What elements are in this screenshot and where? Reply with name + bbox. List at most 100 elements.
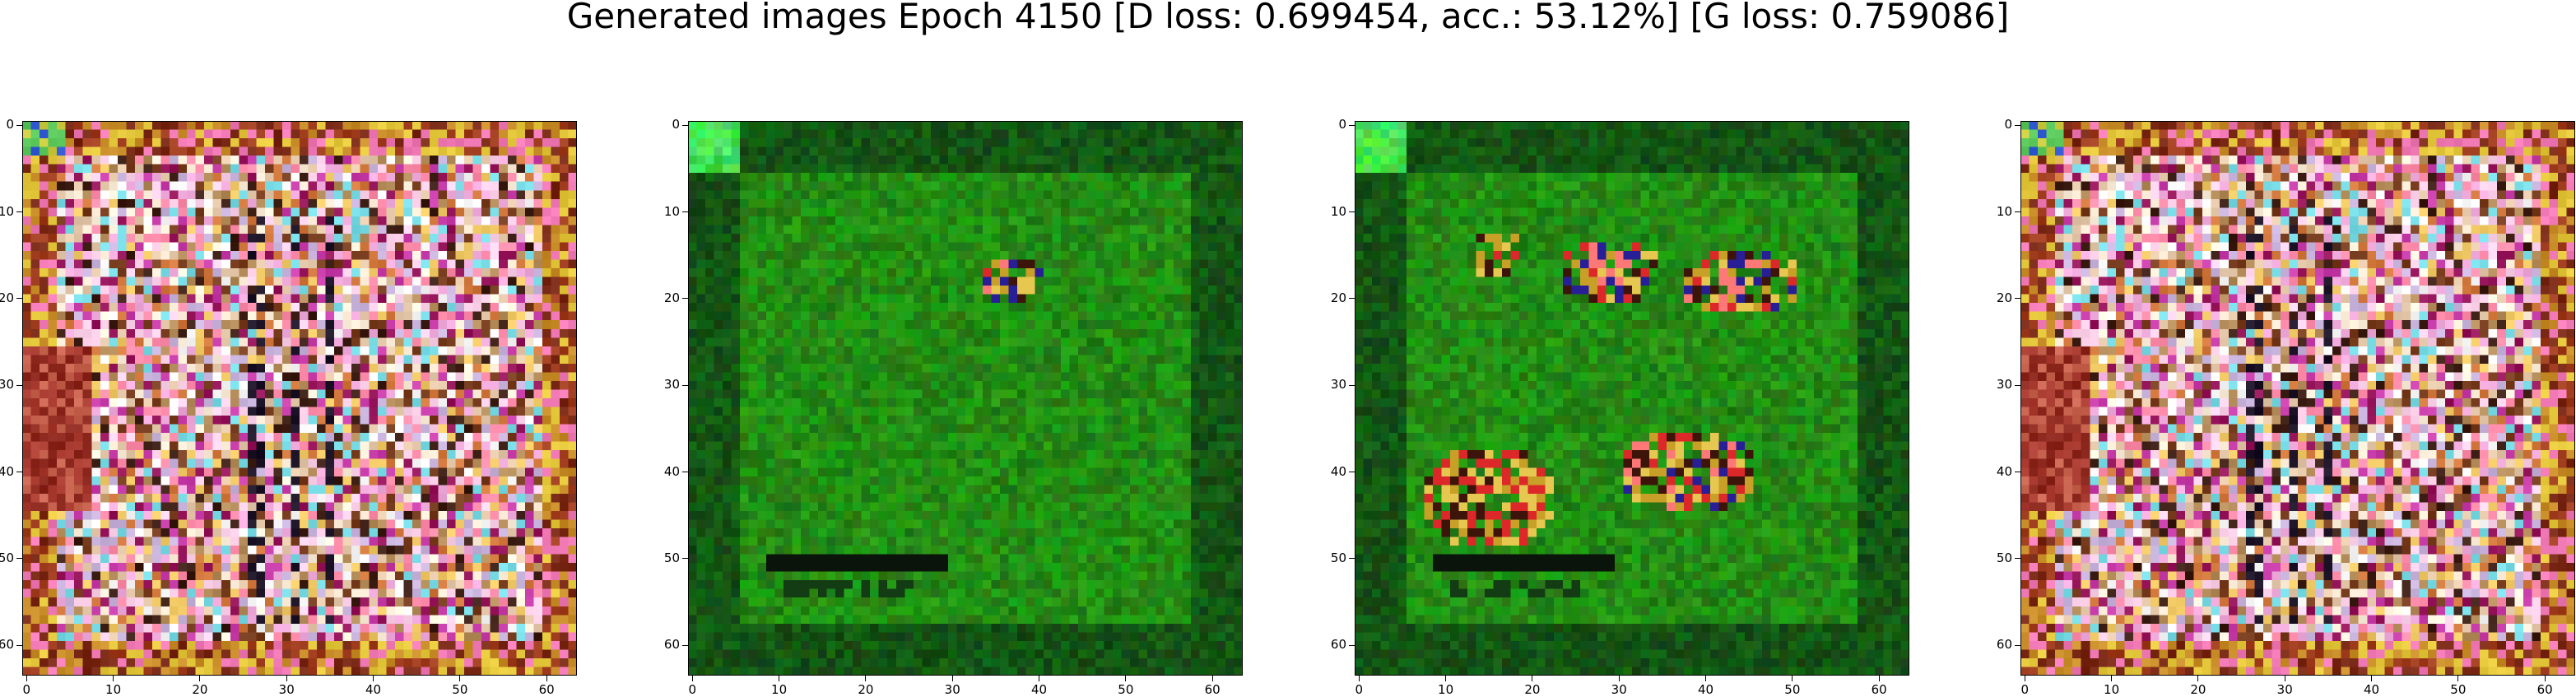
x-tick [546, 676, 547, 681]
y-tick [1349, 644, 1355, 646]
x-tick-label: 50 [2450, 682, 2467, 697]
x-tick [865, 676, 867, 681]
x-tick-label: 30 [1611, 682, 1627, 697]
x-tick-label: 60 [1871, 682, 1887, 697]
y-tick [2015, 124, 2020, 126]
x-tick-label: 40 [1030, 682, 1048, 697]
y-tick-label: 40 [1996, 463, 2012, 479]
y-tick-label: 10 [1996, 203, 2012, 219]
x-tick [691, 676, 693, 681]
x-tick [199, 676, 201, 681]
y-tick [682, 644, 688, 646]
x-tick-label: 20 [192, 682, 208, 697]
generated-image-4 [2020, 121, 2575, 676]
y-tick [2015, 384, 2020, 386]
y-tick [682, 211, 688, 213]
y-tick [1349, 211, 1355, 213]
generated-image-3 [1355, 121, 1909, 676]
x-tick-label: 40 [365, 682, 382, 697]
y-tick-label: 50 [1996, 550, 2012, 565]
x-tick [113, 676, 114, 681]
y-tick-label: 40 [1330, 463, 1346, 479]
x-tick-label: 50 [1118, 682, 1134, 697]
x-tick-label: 30 [944, 682, 960, 697]
x-tick-label: 40 [1697, 682, 1714, 697]
y-tick [2015, 211, 2020, 213]
image-panel-4: 0 10 20 30 40 50 60 0 10 20 30 40 50 60 [1997, 118, 2575, 696]
x-tick [373, 676, 374, 681]
x-tick-label: 50 [452, 682, 468, 697]
y-tick-label: 60 [0, 637, 14, 653]
y-tick [16, 644, 22, 646]
x-tick-label: 0 [22, 682, 31, 697]
x-tick-label: 20 [1524, 682, 1541, 697]
y-tick [682, 298, 688, 300]
x-tick-label: 60 [1204, 682, 1221, 697]
x-tick [459, 676, 461, 681]
y-tick-label: 20 [1330, 290, 1346, 305]
y-tick [16, 211, 22, 213]
x-tick [2457, 676, 2459, 681]
y-tick [682, 558, 688, 560]
x-tick-label: 10 [2104, 682, 2120, 697]
y-tick [16, 124, 22, 126]
x-tick [1445, 676, 1447, 681]
y-tick [1349, 298, 1355, 300]
x-tick [951, 676, 953, 681]
y-tick [16, 558, 22, 560]
x-tick-label: 20 [2190, 682, 2206, 697]
y-tick-label: 60 [663, 637, 680, 653]
image-panel-3: 0 10 20 30 40 50 60 0 10 20 30 40 50 60 [1331, 118, 1909, 696]
image-panel-1: 0 10 20 30 40 50 60 0 10 20 30 40 50 60 [0, 118, 577, 696]
y-tick-label: 40 [0, 463, 14, 479]
y-tick [682, 384, 688, 386]
y-tick-label: 20 [1996, 290, 2012, 305]
x-tick [1792, 676, 1793, 681]
y-tick [1349, 384, 1355, 386]
y-tick-label: 10 [1330, 203, 1346, 219]
y-tick-label: 30 [1996, 377, 2012, 393]
x-tick [2197, 676, 2199, 681]
x-tick-label: 50 [1784, 682, 1801, 697]
y-tick-label: 60 [1996, 637, 2012, 653]
x-tick-label: 60 [538, 682, 555, 697]
y-tick [2015, 644, 2020, 646]
x-tick [1358, 676, 1360, 681]
x-tick-label: 0 [1355, 682, 1364, 697]
y-tick-label: 40 [663, 463, 680, 479]
y-tick-label: 50 [1330, 550, 1346, 565]
x-tick-label: 10 [771, 682, 788, 697]
y-tick-label: 10 [663, 203, 680, 219]
x-tick-label: 0 [688, 682, 697, 697]
y-tick [16, 298, 22, 300]
x-tick [2111, 676, 2113, 681]
x-tick-label: 0 [2020, 682, 2030, 697]
x-tick-label: 30 [278, 682, 295, 697]
x-tick [1705, 676, 1707, 681]
image-panel-2: 0 10 20 30 40 50 60 0 10 20 30 40 50 60 [664, 118, 1243, 696]
x-tick [26, 676, 27, 681]
y-tick-label: 0 [1338, 117, 1346, 132]
x-tick-label: 20 [858, 682, 874, 697]
x-tick-label: 10 [1438, 682, 1454, 697]
generated-image-1 [22, 121, 577, 676]
y-tick-label: 60 [1330, 637, 1346, 653]
generated-image-2 [688, 121, 1243, 676]
x-tick [2371, 676, 2373, 681]
x-tick [2544, 676, 2546, 681]
y-tick [16, 384, 22, 386]
figure-title: Generated images Epoch 4150 [D loss: 0.6… [566, 0, 2010, 36]
x-tick [1125, 676, 1127, 681]
x-tick-label: 40 [2363, 682, 2380, 697]
x-tick [286, 676, 287, 681]
y-tick [1349, 124, 1355, 126]
y-tick-label: 0 [2004, 117, 2012, 132]
y-tick-label: 30 [0, 377, 14, 393]
y-tick [682, 124, 688, 126]
y-tick-label: 30 [663, 377, 680, 393]
y-tick-label: 0 [6, 117, 14, 132]
x-tick-label: 10 [105, 682, 122, 697]
y-tick [1349, 558, 1355, 560]
y-tick-label: 50 [663, 550, 680, 565]
x-tick [1211, 676, 1213, 681]
